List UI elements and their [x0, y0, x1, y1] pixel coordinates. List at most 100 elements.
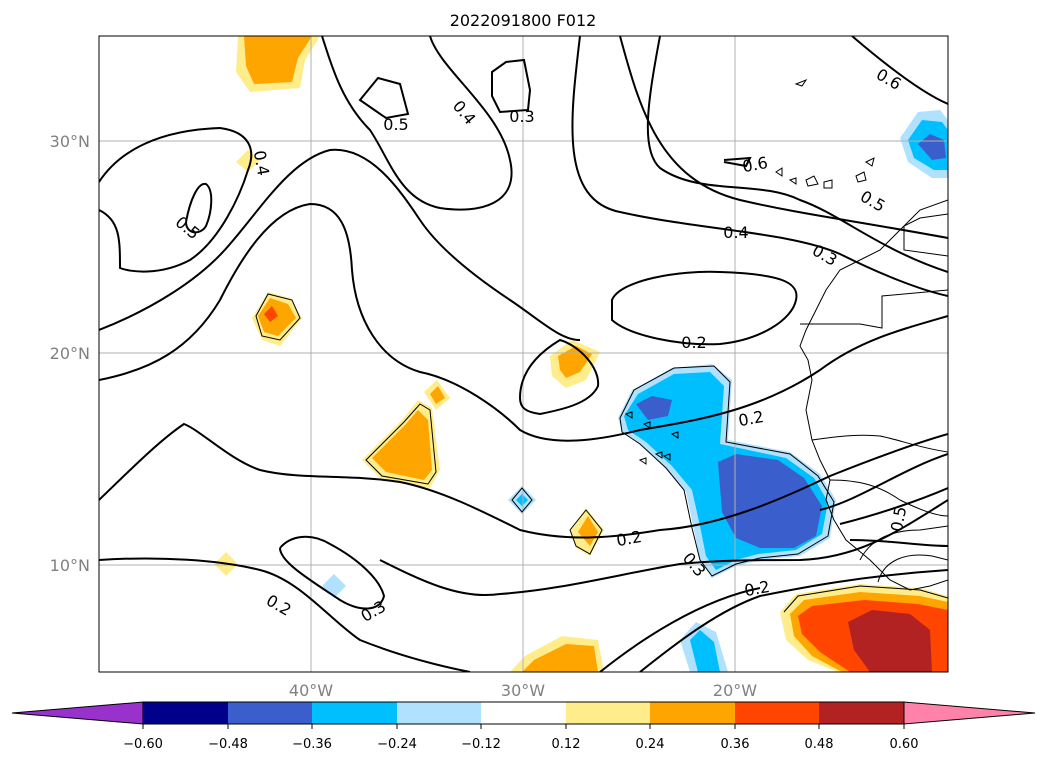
border-line [859, 525, 948, 561]
colorbar-tick-label: 0.24 [636, 737, 665, 752]
lon-label-40w: 40°W [289, 681, 333, 700]
island [670, 431, 679, 439]
contour-line [611, 270, 798, 346]
colorbar-ticks [142, 724, 905, 729]
shaded-anomalies [214, 36, 948, 672]
warm-area [578, 516, 598, 546]
colorbar-segment [228, 702, 312, 724]
shading-outline [619, 365, 835, 577]
colorbar-tick-label: −0.24 [377, 737, 417, 752]
warm-area [430, 386, 445, 404]
shading-outline [255, 293, 301, 341]
contour-line [619, 36, 948, 239]
colorbar-segment [481, 702, 566, 724]
coastlines [624, 78, 948, 591]
colorbar-extend-max [903, 701, 1036, 725]
contour-line [849, 539, 948, 547]
contour-label: 0.2 [615, 527, 643, 550]
contour-label: 0.2 [681, 333, 706, 352]
island [805, 175, 819, 187]
latitude-labels: 30°N 20°N 10°N [50, 132, 90, 575]
island [775, 167, 783, 177]
colorbar-extend-min [11, 701, 144, 725]
shading-outline [569, 509, 603, 555]
contour-line [99, 422, 948, 539]
contour-label: 0.5 [383, 115, 408, 134]
island [662, 453, 671, 461]
colorbar-tick-labels: −0.60 −0.48 −0.36 −0.24 −0.12 0.12 0.24 … [123, 737, 918, 752]
border-line [811, 434, 948, 453]
colorbar-tick-label: 0.48 [805, 737, 834, 752]
warm-area [258, 298, 296, 336]
map-frame [98, 35, 949, 673]
colorbar-segment [312, 702, 397, 724]
cold-area [690, 630, 720, 672]
warm-area [372, 410, 432, 480]
contour-line [639, 569, 948, 672]
colorbar-segment [650, 702, 735, 724]
warm-area [244, 36, 312, 84]
island [642, 421, 651, 429]
contour-line [851, 36, 948, 105]
longitude-labels: 40°W 30°W 20°W [289, 681, 757, 700]
cold-area [516, 494, 528, 506]
island [794, 78, 808, 87]
contour-line [99, 557, 471, 672]
contour-line [519, 338, 600, 416]
colorbar: −0.60 −0.48 −0.36 −0.24 −0.12 0.12 0.24 … [11, 701, 1036, 752]
island [823, 179, 833, 189]
border-line [877, 554, 948, 583]
border-line [800, 289, 948, 329]
colorbar-tick-label: 0.36 [721, 737, 750, 752]
map-title: 2022091800 F012 [450, 11, 597, 30]
island [855, 171, 867, 183]
colorbar-tick-label: −0.48 [208, 737, 248, 752]
contour-label: 0.4 [723, 223, 748, 242]
warm-area [236, 150, 260, 172]
contour-line [185, 182, 213, 234]
lon-label-30w: 30°W [501, 681, 545, 700]
shading-outline [511, 487, 533, 513]
cold-area [636, 396, 672, 420]
warm-area [522, 644, 598, 672]
contour-label: 0.2 [737, 407, 765, 430]
colorbar-tick-label: 0.60 [890, 737, 919, 752]
contour-label: 0.4 [250, 149, 273, 177]
border-line [903, 213, 948, 257]
colorbar-segment [397, 702, 481, 724]
contour-label: 0.3 [509, 107, 534, 126]
contour-line [99, 126, 253, 273]
border-line [829, 479, 948, 517]
contour-line [839, 487, 948, 525]
island [624, 411, 633, 419]
island [638, 457, 647, 465]
contour-label: 0.5 [887, 505, 910, 533]
lat-label-10n: 10°N [50, 556, 90, 575]
warm-area [848, 610, 932, 672]
colorbar-frame [142, 701, 905, 725]
lat-label-20n: 20°N [50, 344, 90, 363]
contour-label: 0.6 [741, 153, 769, 176]
contour-line [99, 202, 948, 442]
contour-label: 0.2 [743, 577, 771, 600]
map-panel: 0.6 0.6 0.5 0.4 0.3 0.5 0.4 0.5 0.4 0.3 … [98, 35, 949, 673]
island [865, 157, 875, 167]
africa-coastline [799, 199, 948, 591]
gridlines [99, 36, 948, 672]
shading-outlines [255, 293, 948, 613]
contour-line [379, 499, 948, 596]
colorbar-tick-label: 0.12 [552, 737, 581, 752]
contour-line [646, 36, 948, 273]
colorbar-segment [735, 702, 819, 724]
colorbar-tick-label: −0.60 [123, 737, 163, 752]
lon-label-20w: 20°W [713, 681, 757, 700]
contour-line [599, 587, 761, 672]
lat-label-30n: 30°N [50, 132, 90, 151]
cold-area [718, 454, 822, 548]
island [788, 177, 797, 185]
contour-line [491, 58, 532, 114]
colorbar-tick-label: −0.36 [292, 737, 332, 752]
contour-line [279, 535, 386, 610]
colorbar-segment [819, 702, 904, 724]
